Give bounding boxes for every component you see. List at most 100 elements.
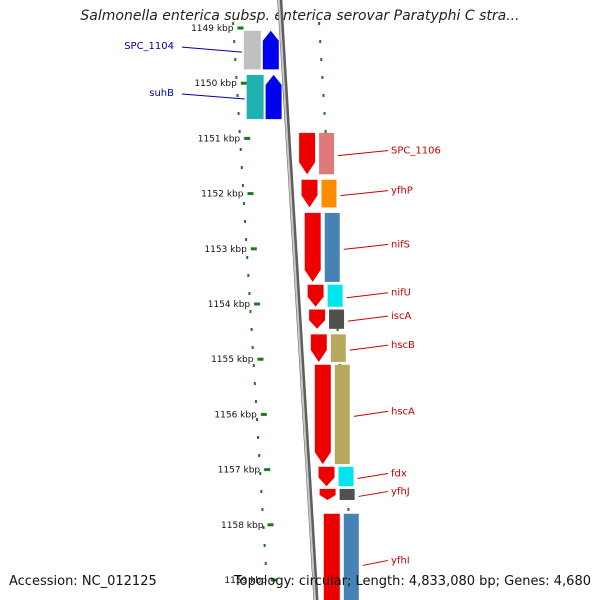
gene-block xyxy=(338,466,354,487)
track-dot xyxy=(256,418,259,421)
track-dot xyxy=(259,472,262,475)
gene-leader-line xyxy=(362,559,389,566)
tick-label: 1159 kbp xyxy=(224,576,267,586)
gene-leader-line xyxy=(338,150,389,157)
gene-arrow xyxy=(323,513,340,600)
gene-arrow xyxy=(314,364,331,465)
tick-label: 1150 kbp xyxy=(194,79,237,89)
gene-label: hscB xyxy=(391,340,415,351)
tick-label: 1157 kbp xyxy=(218,466,261,476)
gene-block xyxy=(334,364,350,465)
gene-block xyxy=(319,132,335,175)
track-dot xyxy=(260,490,263,493)
tick-mark xyxy=(260,412,267,416)
tick-mark xyxy=(270,578,277,582)
gene-arrow xyxy=(318,466,335,487)
topology-label: Topology: circular; Length: 4,833,080 bp… xyxy=(233,574,591,589)
tick-mark xyxy=(247,192,254,196)
track-dot xyxy=(248,292,251,295)
gene-arrow xyxy=(299,132,316,175)
track-dot xyxy=(251,346,254,349)
tick-label: 1158 kbp xyxy=(221,521,264,531)
gene-block xyxy=(339,488,355,500)
track-dot xyxy=(319,40,322,43)
gene-label: SPC_1106 xyxy=(391,146,441,157)
track-dot xyxy=(264,562,267,565)
track-dot xyxy=(252,364,255,367)
gene-leader-line xyxy=(181,93,245,100)
gene-block xyxy=(324,212,340,282)
gene-arrow xyxy=(262,30,279,70)
track-dot xyxy=(245,238,248,241)
track-dot xyxy=(237,112,240,115)
track-dot xyxy=(236,94,239,97)
gene-leader-line xyxy=(357,473,389,479)
track-dot xyxy=(246,256,249,259)
tick-label: 1155 kbp xyxy=(211,355,254,365)
gene-block xyxy=(330,334,346,362)
gene-leader-line xyxy=(346,292,389,299)
track-dot xyxy=(336,328,339,331)
track-dot xyxy=(258,454,261,457)
gene-label: nifS xyxy=(391,239,410,250)
track-dot xyxy=(247,274,250,277)
gene-block xyxy=(243,30,261,70)
gene-block xyxy=(343,513,359,600)
gene-block xyxy=(321,179,337,208)
gene-label: iscA xyxy=(391,311,411,322)
accession-label: Accession: NC_012125 xyxy=(9,574,157,589)
tick-mark xyxy=(244,136,251,140)
track-dot xyxy=(241,184,244,187)
tick-label: 1151 kbp xyxy=(198,134,241,144)
gene-leader-line xyxy=(347,315,389,322)
tick-mark xyxy=(267,523,274,527)
gene-arrow xyxy=(310,334,327,362)
track-dot xyxy=(250,328,253,331)
track-dot xyxy=(347,508,350,511)
gene-label: yfhI xyxy=(391,555,410,566)
gene-leader-line xyxy=(343,243,389,250)
tick-label: 1149 kbp xyxy=(191,24,234,34)
track-dot xyxy=(318,22,321,25)
gene-block xyxy=(246,74,264,120)
tick-label: 1156 kbp xyxy=(214,410,257,420)
gene-label: fdx xyxy=(391,469,407,480)
track-dot xyxy=(239,148,242,151)
tick-mark xyxy=(240,81,247,85)
gene-leader-line xyxy=(358,490,389,497)
track-dot xyxy=(235,76,238,79)
gene-block xyxy=(329,309,345,329)
track-dot xyxy=(232,22,235,25)
track-dot xyxy=(254,400,257,403)
tick-mark xyxy=(264,468,271,472)
track-dot xyxy=(233,40,236,43)
gene-leader-line xyxy=(353,410,389,417)
gene-label: yfhJ xyxy=(391,486,410,497)
gene-block xyxy=(327,284,343,307)
gene-label: suhB xyxy=(149,88,174,99)
genome-backbone-highlight xyxy=(277,0,316,600)
gene-leader-line xyxy=(349,344,389,351)
track-dot xyxy=(238,130,241,133)
track-dot xyxy=(253,382,256,385)
track-dot xyxy=(263,544,266,547)
gene-label: hscA xyxy=(391,406,415,417)
map-title: Salmonella enterica subsp. enterica sero… xyxy=(80,8,520,24)
gene-label: SPC_1104 xyxy=(124,41,174,52)
gene-arrow xyxy=(319,488,336,500)
gene-arrow xyxy=(304,212,321,282)
gene-label: nifU xyxy=(391,288,411,299)
track-dot xyxy=(257,436,260,439)
track-dot xyxy=(244,220,247,223)
gene-label: yfhP xyxy=(391,186,413,197)
track-dot xyxy=(261,508,264,511)
gene-arrow xyxy=(265,74,282,120)
track-dot xyxy=(234,58,237,61)
track-dot xyxy=(323,112,326,115)
gene-leader-line xyxy=(181,46,242,53)
tick-mark xyxy=(250,247,257,251)
track-dot xyxy=(321,76,324,79)
track-dot xyxy=(262,526,265,529)
gene-leader-line xyxy=(340,190,389,197)
